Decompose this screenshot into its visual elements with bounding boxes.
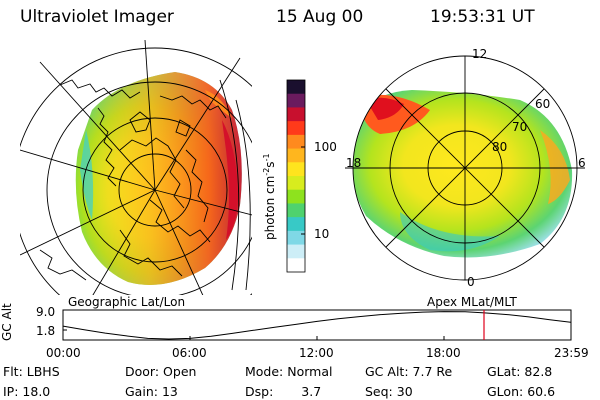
time-tick-1200: 12:00 [299, 346, 334, 360]
altitude-ylabel: GC Alt [0, 303, 14, 341]
glat-info: GLat: 82.8 [487, 364, 553, 379]
colorbar-swatch [287, 217, 305, 232]
colorbar-swatch [287, 176, 305, 191]
colorbar-swatch [287, 244, 305, 259]
colorbar-tick-10: 10 [314, 227, 330, 241]
colorbar-swatch [287, 189, 305, 205]
mlt-grid [345, 55, 585, 281]
colorbar-frame [286, 79, 306, 273]
altitude-ytick-9: 9.0 [36, 305, 56, 319]
gc-altitude-info: GC Alt: 7.7 Re [365, 364, 453, 379]
mlat-label-60: 60 [535, 97, 551, 111]
colorbar-swatch [287, 148, 305, 163]
mlt-label-18: 18 [346, 156, 362, 170]
ip-info: IP: 18.0 [3, 384, 51, 399]
time-tick-0000: 00:00 [46, 346, 81, 360]
mlt-label-6: 6 [578, 156, 586, 170]
time-tick-1800: 18:00 [426, 346, 461, 360]
colorbar-unit-label: photon cm-2s-1 [262, 153, 277, 240]
colorbar [286, 79, 306, 273]
time-tick-0600: 06:00 [172, 346, 207, 360]
mlat-label-80: 80 [492, 140, 508, 154]
apex-caption: Apex MLat/MLT [427, 295, 517, 309]
mlt-label-12: 12 [472, 47, 488, 61]
geographic-caption: Geographic Lat/Lon [68, 295, 186, 309]
glon-info: GLon: 60.6 [487, 384, 556, 399]
mode-info: Mode: Normal [245, 364, 333, 379]
colorbar-swatch [287, 121, 305, 136]
colorbar-swatch [287, 203, 305, 218]
colorbar-swatch [287, 162, 305, 177]
colorbar-swatch [287, 230, 305, 246]
colorbar-swatch [287, 80, 305, 95]
sequence-info: Seq: 30 [365, 384, 413, 399]
geographic-image [20, 40, 252, 295]
altitude-ytick-1_8: 1.8 [36, 324, 56, 338]
mlat-label-70: 70 [512, 120, 528, 134]
door-info: Door: Open [125, 364, 197, 379]
orbit-altitude-line [62, 311, 571, 340]
altitude-plot-frame [62, 309, 572, 341]
time-label: 19:53:31 UT [430, 7, 535, 27]
colorbar-swatch [287, 107, 305, 122]
colorbar-tick-100: 100 [314, 140, 337, 154]
filter-info: Flt: LBHS [3, 364, 60, 379]
colorbar-swatch [287, 134, 305, 150]
date-label: 15 Aug 00 [276, 7, 364, 27]
colorbar-swatch [287, 93, 305, 109]
dsp-info: Dsp: 3.7 [245, 384, 322, 399]
mlt-label-0: 0 [467, 275, 475, 289]
colorbar-swatch [287, 258, 305, 273]
instrument-title: Ultraviolet Imager [20, 7, 174, 27]
time-tick-2359: 23:59 [554, 346, 589, 360]
gain-info: Gain: 13 [125, 384, 178, 399]
mlt-image [353, 90, 573, 258]
